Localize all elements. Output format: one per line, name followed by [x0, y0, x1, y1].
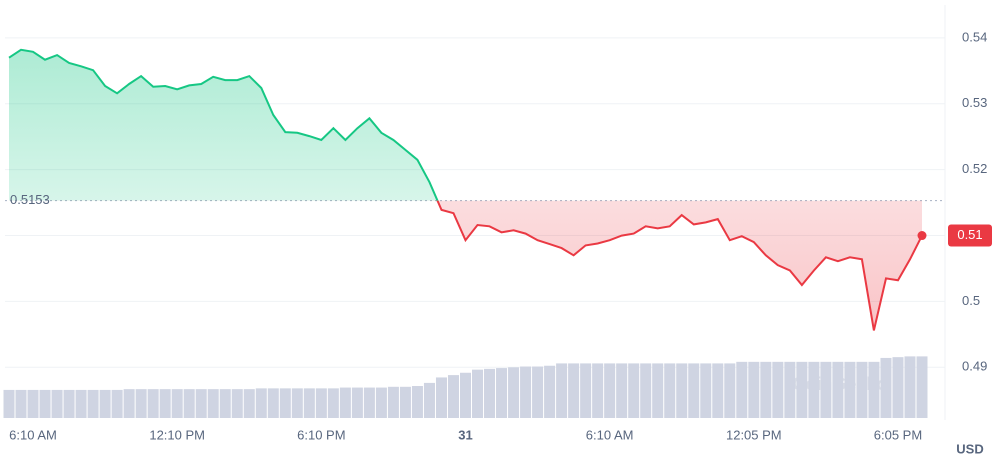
volume-bar [303, 388, 315, 418]
volume-bar [496, 368, 508, 418]
volume-bar [880, 357, 892, 418]
area-down [9, 200, 922, 331]
volume-bar [916, 356, 928, 418]
volume-bar [135, 389, 147, 418]
volume-bar [580, 363, 592, 418]
area-up [9, 49, 438, 201]
volume-bar [123, 389, 135, 418]
volume-bar [508, 367, 520, 418]
volume-bar [255, 388, 267, 418]
volume-bar [327, 388, 339, 418]
unit-label: USD [956, 441, 983, 456]
volume-bar [39, 389, 51, 418]
volume-bar [736, 361, 748, 418]
volume-bar [616, 363, 628, 418]
volume-bar [171, 389, 183, 418]
volume-bar [351, 387, 363, 418]
volume-bar [267, 388, 279, 418]
volume-bar [544, 365, 556, 418]
baseline-label: 0.5153 [10, 192, 50, 207]
volume-bar [435, 377, 447, 418]
y-tick-label: 0.53 [962, 95, 987, 110]
volume-bar [868, 361, 880, 418]
x-tick-label: 6:10 PM [297, 427, 345, 442]
volume-bar [15, 389, 27, 418]
volume-bar [75, 389, 87, 418]
price-badge-label: 0.51 [957, 227, 982, 242]
volume-bar [904, 356, 916, 418]
volume-bar [111, 389, 123, 418]
y-tick-label: 0.49 [962, 359, 987, 374]
price-line-up [8, 48, 439, 201]
volume-bar [243, 389, 255, 418]
volume-bar [820, 361, 832, 418]
volume-bar [652, 363, 664, 418]
volume-bar [640, 363, 652, 418]
volume-bar [760, 361, 772, 418]
volume-bar [592, 363, 604, 418]
volume-bar [195, 389, 207, 418]
x-tick-label: 12:05 PM [726, 427, 782, 442]
volume-bar [808, 361, 820, 418]
volume-bar [27, 389, 39, 418]
volume-bar [472, 369, 484, 418]
volume-bar [604, 363, 616, 418]
volume-bar [844, 361, 856, 418]
x-tick-label: 31 [458, 427, 472, 442]
volume-bar [796, 361, 808, 418]
volume-bar [676, 363, 688, 418]
volume-bar [279, 388, 291, 418]
y-tick-label: 0.54 [962, 29, 987, 44]
volume-bar [832, 361, 844, 418]
volume-bar [387, 386, 399, 418]
x-tick-label: 6:05 PM [874, 427, 922, 442]
volume-bar [231, 389, 243, 418]
volume-bar [291, 388, 303, 418]
volume-bar [87, 389, 99, 418]
volume-bar [484, 368, 496, 418]
volume-bar [399, 386, 411, 418]
volume-bar [520, 366, 532, 418]
volume-bar [363, 387, 375, 418]
volume-bar [159, 389, 171, 418]
y-tick-label: 0.52 [962, 161, 987, 176]
x-tick-label: 6:10 AM [586, 427, 634, 442]
last-point [917, 231, 927, 241]
volume-bar [724, 363, 736, 418]
volume-bar [532, 366, 544, 418]
price-line-down [436, 200, 923, 331]
volume-bar [423, 382, 435, 418]
volume-bar [700, 363, 712, 418]
x-tick-label: 12:10 PM [149, 427, 205, 442]
price-badge [948, 224, 992, 247]
y-tick-label: 0.5 [962, 293, 980, 308]
volume-bar [628, 363, 640, 418]
volume-bar [183, 389, 195, 418]
volume-bar [99, 389, 111, 418]
volume-bar [688, 363, 700, 418]
volume-bar [664, 363, 676, 418]
volume-bar [856, 361, 868, 418]
volume-bar [784, 361, 796, 418]
volume-bar [772, 361, 784, 418]
volume-bar [219, 389, 231, 418]
volume-bar [3, 389, 15, 418]
volume-bar [207, 389, 219, 418]
volume-bar [375, 387, 387, 418]
volume-bar [315, 388, 327, 418]
volume-bar [63, 389, 75, 418]
volume-bar [892, 357, 904, 418]
volume-bar [568, 363, 580, 418]
x-tick-label: 6:10 AM [9, 427, 57, 442]
volume-bar [712, 363, 724, 418]
volume-bar [748, 361, 760, 418]
volume-bar [339, 387, 351, 418]
volume-bar [459, 372, 472, 418]
volume-bar [51, 389, 63, 418]
volume-bar [147, 389, 159, 418]
volume-bar [556, 363, 568, 418]
volume-bar [411, 386, 423, 418]
volume-bar [447, 375, 459, 418]
